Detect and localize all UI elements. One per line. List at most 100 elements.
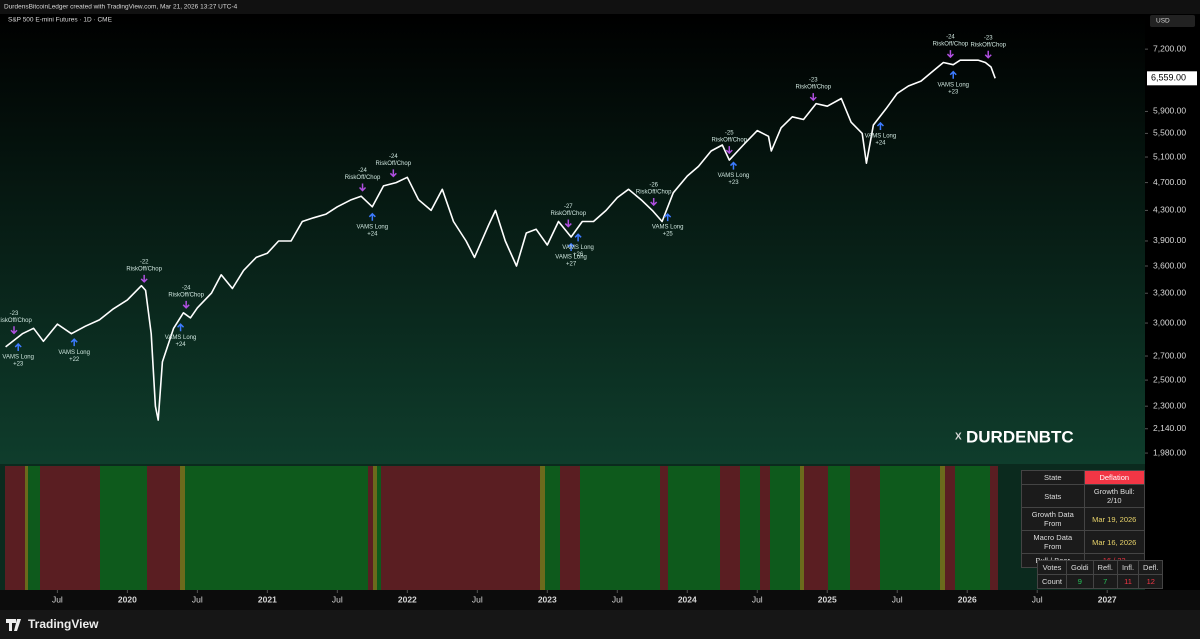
row: Stats Growth Bull: 2/10 xyxy=(1021,484,1146,508)
long-arrow xyxy=(729,161,738,170)
x-tick-label: Jul xyxy=(1032,594,1043,604)
signal-label: VAMS Long xyxy=(2,355,34,361)
signal-label: RiskOff/Chop xyxy=(933,42,969,48)
long-arrow xyxy=(567,242,575,251)
long-arrow xyxy=(368,212,376,221)
signal-label: VAMS Long xyxy=(555,255,587,261)
signal-score: -22 xyxy=(140,259,149,265)
signal-score: +26 xyxy=(573,252,584,258)
y-tick-label: 2,300.00 xyxy=(1153,400,1186,410)
y-tick-label: 3,900.00 xyxy=(1153,235,1186,245)
signal-label: VAMS Long xyxy=(165,335,197,341)
signal-score: -24 xyxy=(358,168,367,174)
cell: Defl. xyxy=(1138,560,1164,575)
signal-score: +24 xyxy=(875,141,886,147)
row: Growth Data From Mar 19, 2026 xyxy=(1021,507,1146,531)
signal-label: VAMS Long xyxy=(652,225,684,231)
signal-score: -26 xyxy=(649,183,658,189)
x-tick-label: Jul xyxy=(892,594,903,604)
cell: 9 xyxy=(1066,574,1094,589)
signal-label: VAMS Long xyxy=(562,245,594,251)
price-line xyxy=(5,59,996,421)
long-arrow xyxy=(949,70,957,79)
currency-box xyxy=(1150,15,1195,27)
riskoff-arrow xyxy=(564,219,572,228)
votes-table: Votes Goldi Refl. Infl. Defl. Count 9 7 11 12 xyxy=(1036,560,1164,589)
x-tick-label: 2020 xyxy=(118,594,137,604)
signal-score: -24 xyxy=(946,35,955,41)
y-tick-label: 1,980.00 xyxy=(1153,447,1186,457)
signal-score: +23 xyxy=(728,180,739,186)
long-arrow xyxy=(70,338,78,347)
row: State Deflation xyxy=(1021,470,1146,485)
cell: Count xyxy=(1036,574,1068,589)
currency: USD xyxy=(1156,18,1170,25)
cell: Growth Bull: 2/10 xyxy=(1083,484,1146,508)
long-arrow xyxy=(14,342,22,351)
row: Count 9 7 11 12 xyxy=(1036,574,1164,589)
y-tick-label: 3,600.00 xyxy=(1153,260,1186,270)
y-tick-label: 4,300.00 xyxy=(1153,205,1186,215)
cell: Mar 16, 2026 xyxy=(1083,530,1146,554)
riskoff-arrow xyxy=(946,50,954,59)
cell: Macro Data From xyxy=(1021,530,1085,554)
cell: Goldi xyxy=(1066,560,1094,575)
signal-score: +22 xyxy=(69,357,80,363)
x-tick-label: 2027 xyxy=(1098,594,1117,604)
riskoff-arrow xyxy=(182,300,190,309)
riskoff-arrow xyxy=(984,50,992,59)
credit: DurdensBitcoinLedger created with Tradin… xyxy=(4,4,238,11)
top-bar xyxy=(0,0,1200,14)
x-tick-label: 2026 xyxy=(958,594,977,604)
y-tick-label: 5,100.00 xyxy=(1153,151,1186,161)
row: Votes Goldi Refl. Infl. Defl. xyxy=(1036,560,1164,575)
row: Macro Data From Mar 16, 2026 xyxy=(1021,530,1146,554)
cell: 12 xyxy=(1138,574,1164,589)
long-arrow xyxy=(664,213,672,222)
x-tick-label: Jul xyxy=(612,594,623,604)
x-axis-bg xyxy=(0,590,1200,610)
signal-score: +24 xyxy=(367,231,378,237)
signal-label: RiskOff/Chop xyxy=(636,190,672,196)
signal-label: RiskOff/Chop xyxy=(551,211,587,217)
watermark: DURDENBTC xyxy=(966,427,1074,446)
riskoff-arrow xyxy=(389,169,397,178)
signal-score: -24 xyxy=(182,285,191,291)
riskoff-arrow xyxy=(359,183,367,192)
plot-bg xyxy=(0,14,1145,464)
signal-label: VAMS Long xyxy=(718,173,750,179)
x-tick-label: Jul xyxy=(332,594,343,604)
x-tick-label: Jul xyxy=(752,594,763,604)
state-table: State Deflation Stats Growth Bull: 2/10 Grow… xyxy=(1021,470,1146,568)
cell: 7 xyxy=(1092,574,1118,589)
x-tick-label: Jul xyxy=(52,594,63,604)
signal-label: VAMS Long xyxy=(937,82,969,88)
x-tick-label: Jul xyxy=(472,594,483,604)
signal-label: RiskOff/Chop xyxy=(0,318,32,324)
x-tick-label: 2022 xyxy=(398,594,417,604)
signal-score: -23 xyxy=(10,311,19,317)
last-price-label: 6,559.00 xyxy=(1151,73,1186,83)
y-tick-label: 5,900.00 xyxy=(1153,106,1186,116)
signal-score: +23 xyxy=(948,89,959,95)
x-tick-label: 2023 xyxy=(538,594,557,604)
watermark-icon: X xyxy=(955,432,962,443)
chart-title: S&P 500 E-mini Futures · 1D · CME xyxy=(8,17,113,24)
signal-label: VAMS Long xyxy=(58,350,90,356)
long-arrow xyxy=(574,233,582,242)
riskoff-arrow xyxy=(725,146,733,155)
riskoff-arrow xyxy=(140,274,148,283)
brand: TradingView xyxy=(28,617,99,631)
signal-label: RiskOff/Chop xyxy=(970,42,1006,48)
signal-score: +25 xyxy=(663,232,674,238)
signal-score: -23 xyxy=(809,78,818,84)
y-tick-label: 3,300.00 xyxy=(1153,287,1186,297)
signal-score: -25 xyxy=(725,131,734,137)
y-tick-label: 3,000.00 xyxy=(1153,317,1186,327)
signal-label: RiskOff/Chop xyxy=(168,292,204,298)
y-tick-label: 4,700.00 xyxy=(1153,177,1186,187)
riskoff-arrow xyxy=(650,198,658,207)
signal-score: +24 xyxy=(175,342,186,348)
y-tick-label: 2,140.00 xyxy=(1153,423,1186,433)
